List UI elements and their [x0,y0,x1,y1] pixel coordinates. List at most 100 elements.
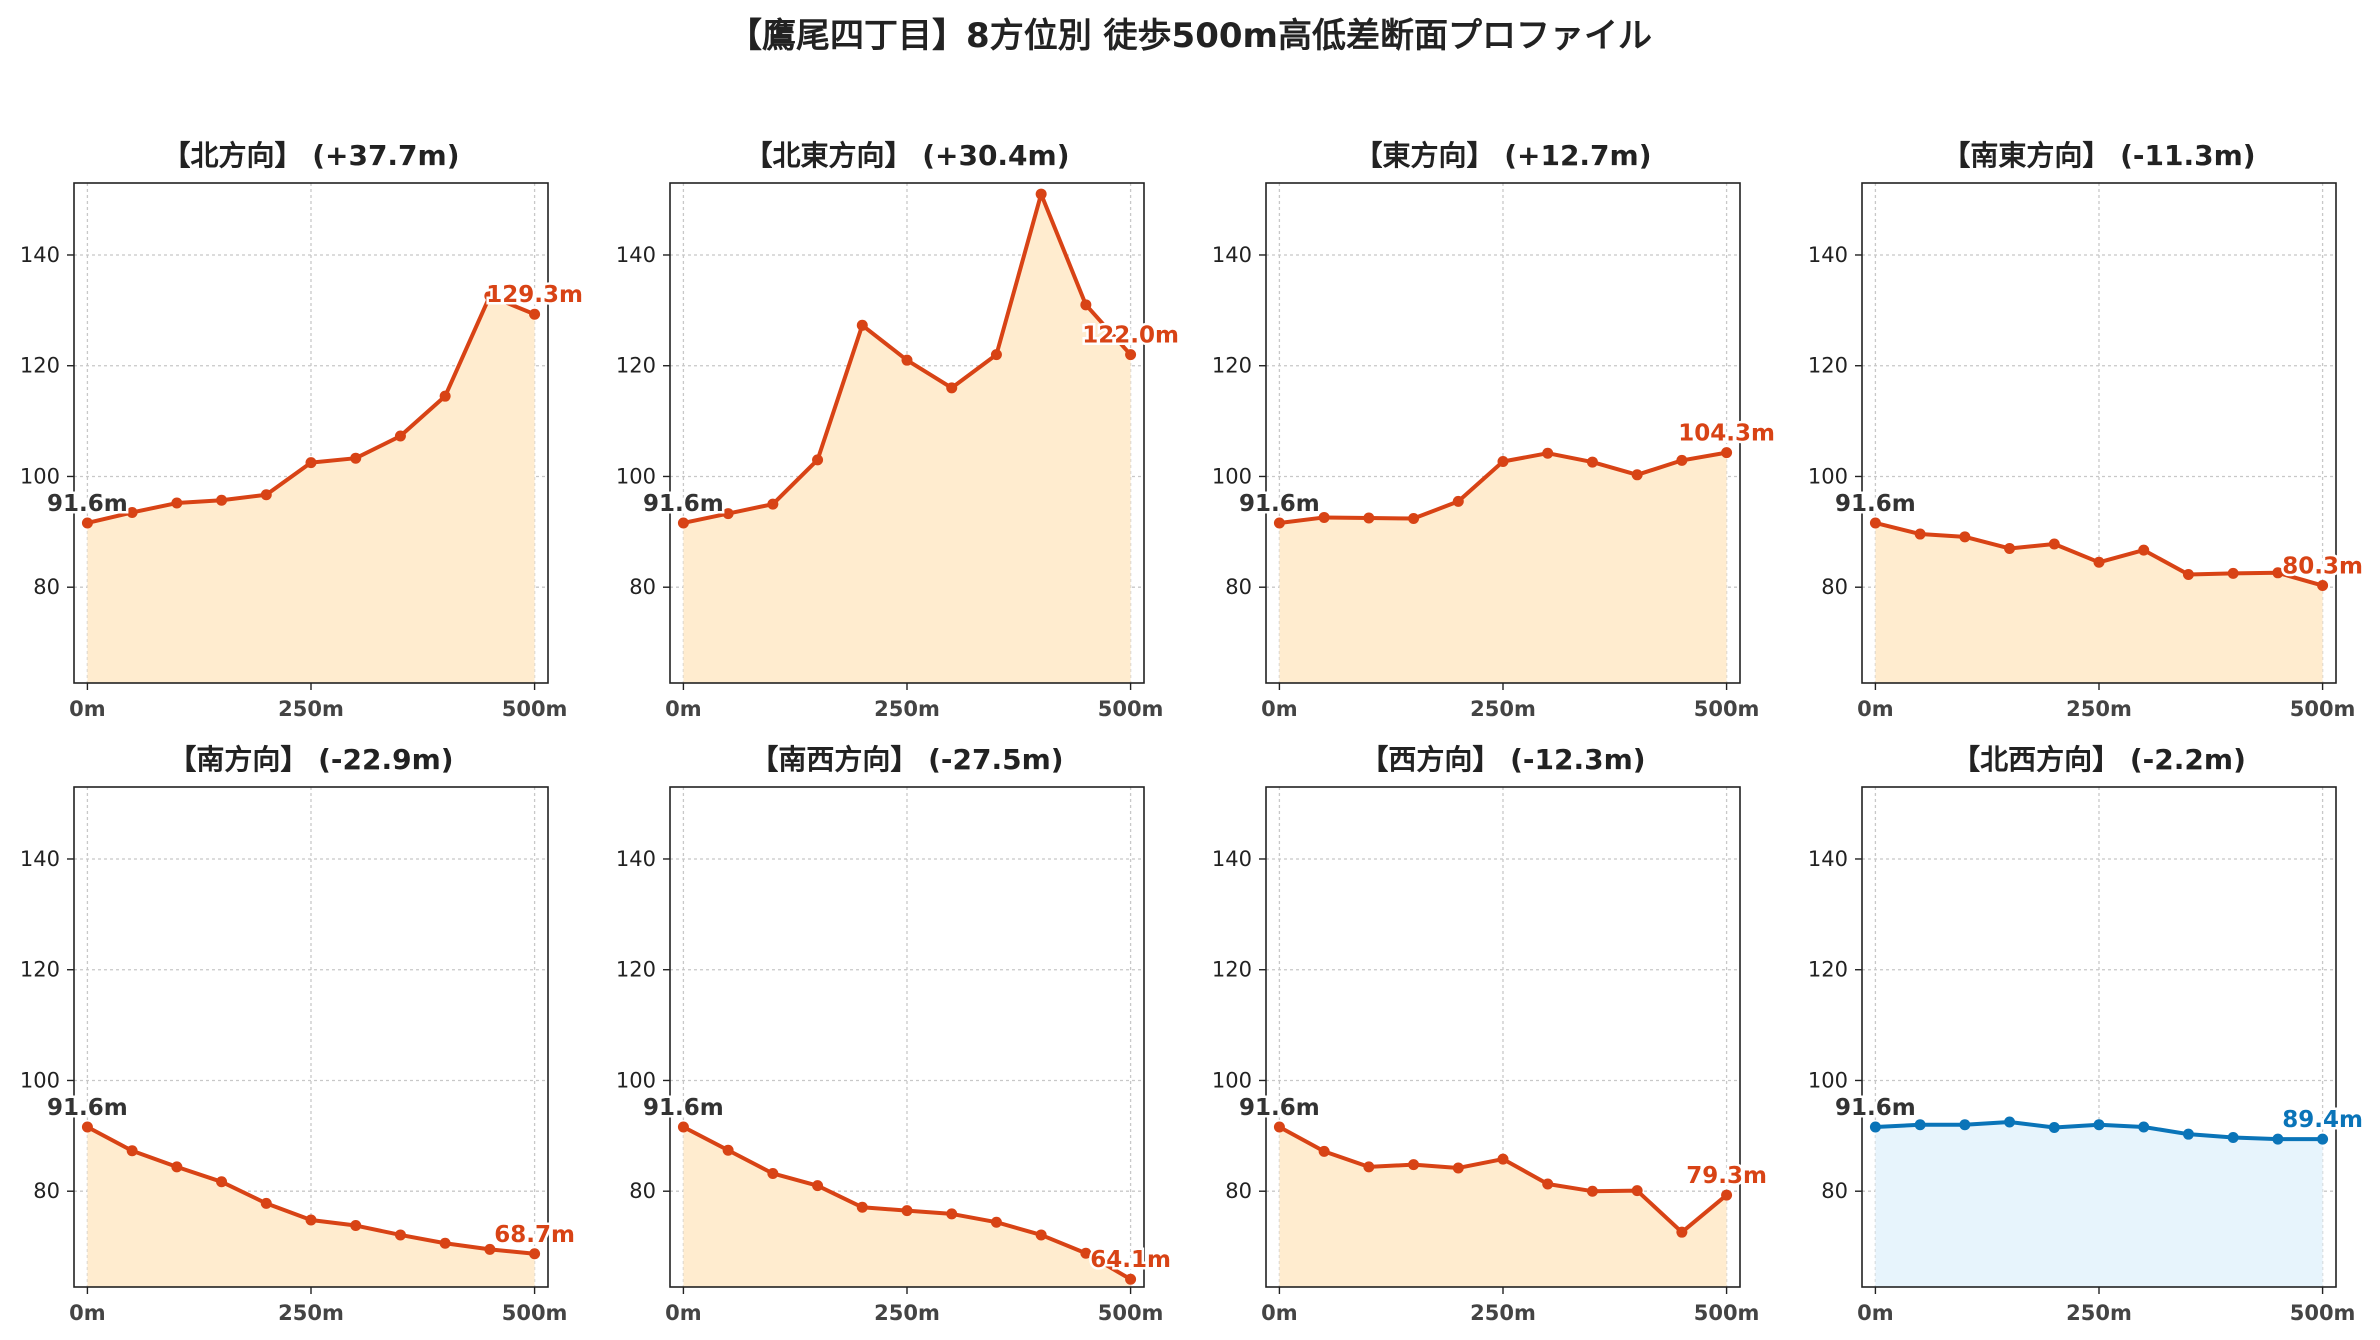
data-point [260,1197,272,1209]
x-tick-label: 0m [1261,1301,1298,1325]
data-point [394,1229,406,1241]
y-tick-label: 120 [1808,354,1848,378]
data-point [2317,580,2329,592]
data-point [394,430,406,442]
subplot-2: 0m 250m 500m 80 100 120 140 【北東方向】 (+30.4m) 91.6… [616,139,1182,721]
data-point [305,1214,317,1226]
end-elevation-label: 129.3m [486,282,583,308]
data-point [2093,556,2105,568]
y-tick-label: 140 [1808,243,1848,267]
data-point [1676,1226,1688,1238]
data-point [1273,1121,1285,1133]
x-tick-label: 0m [665,1301,702,1325]
data-point [1959,1119,1971,1131]
data-point [1080,1247,1092,1259]
data-point [1914,528,1926,540]
data-point [1408,513,1420,525]
subplot-title: 【北西方向】 (-2.2m) [1952,743,2246,776]
data-point [1080,299,1092,311]
start-elevation-label: 91.6m [1835,1095,1916,1121]
y-tick-label: 80 [629,575,656,599]
data-point [901,354,913,366]
y-tick-label: 100 [1212,464,1252,488]
x-tick-label: 500m [2290,697,2356,721]
y-tick-label: 100 [616,1068,656,1092]
subplot-title: 【西方向】 (-12.3m) [1360,743,1645,776]
data-point [722,508,734,520]
data-point [2004,542,2016,554]
y-tick-label: 120 [616,958,656,982]
area-fill [87,1126,535,1287]
x-tick-label: 250m [874,1301,940,1325]
data-point [1125,349,1137,361]
data-point [81,1121,93,1133]
start-elevation-label: 91.6m [47,491,128,517]
x-tick-label: 0m [69,1301,106,1325]
y-tick-label: 140 [1808,847,1848,871]
x-tick-label: 0m [1261,697,1298,721]
area-fill [1279,1126,1727,1287]
x-tick-label: 0m [1857,1301,1894,1325]
x-tick-label: 250m [874,697,940,721]
data-point [990,1216,1002,1228]
data-point [767,1167,779,1179]
data-point [1035,1229,1047,1241]
subplot-title: 【北東方向】 (+30.4m) [744,139,1069,172]
area-fill [1279,452,1727,683]
end-elevation-label: 64.1m [1090,1247,1171,1273]
start-elevation-label: 91.6m [1239,491,1320,517]
start-elevation-label: 91.6m [1239,1095,1320,1121]
end-elevation-label: 122.0m [1082,323,1179,349]
x-tick-label: 500m [2290,1301,2356,1325]
data-point [2048,1122,2060,1134]
subplot-title: 【北方向】 (+37.7m) [162,139,459,172]
data-point [1452,1162,1464,1174]
y-tick-label: 140 [616,847,656,871]
x-tick-label: 250m [278,1301,344,1325]
end-elevation-label: 79.3m [1686,1163,1767,1189]
subplot-title: 【南東方向】 (-11.3m) [1942,139,2255,172]
y-tick-label: 140 [616,243,656,267]
y-tick-label: 100 [20,464,60,488]
y-tick-label: 80 [629,1179,656,1203]
x-tick-label: 0m [69,697,106,721]
data-point [946,382,958,394]
subplot-5: 0m 250m 500m 80 100 120 140 【南方向】 (-22.9m) 91.6m… [20,743,578,1325]
data-point [216,494,228,506]
data-point [126,506,138,518]
start-elevation-label: 91.6m [1835,491,1916,517]
y-tick-label: 100 [1808,464,1848,488]
x-tick-label: 250m [278,697,344,721]
data-point [1959,531,1971,543]
data-point [856,1201,868,1213]
data-point [2093,1119,2105,1131]
data-point [677,1121,689,1133]
x-tick-label: 500m [502,697,568,721]
y-tick-label: 100 [20,1068,60,1092]
data-point [1914,1119,1926,1131]
area-fill [1875,1121,2323,1287]
y-tick-label: 140 [1212,847,1252,871]
data-point [767,498,779,510]
data-point [439,390,451,402]
y-tick-label: 80 [1225,1179,1252,1203]
data-point [1631,469,1643,481]
data-point [1363,512,1375,524]
data-point [2272,1133,2284,1145]
subplot-3: 0m 250m 500m 80 100 120 140 【東方向】 (+12.7m) 91.6m… [1212,139,1778,721]
subplot-title: 【東方向】 (+12.7m) [1354,139,1651,172]
data-point [171,1161,183,1173]
data-point [1542,1178,1554,1190]
subplot-1: 0m 250m 500m 80 100 120 140 【北方向】 (+37.7m) 91.6m… [20,139,586,721]
data-point [2138,1121,2150,1133]
y-tick-label: 140 [20,243,60,267]
data-point [1318,1145,1330,1157]
data-point [2317,1133,2329,1145]
data-point [1363,1161,1375,1173]
x-tick-label: 500m [1694,697,1760,721]
end-elevation-label: 68.7m [494,1222,575,1248]
data-point [1721,447,1733,459]
y-tick-label: 80 [1225,575,1252,599]
data-point [350,1220,362,1232]
